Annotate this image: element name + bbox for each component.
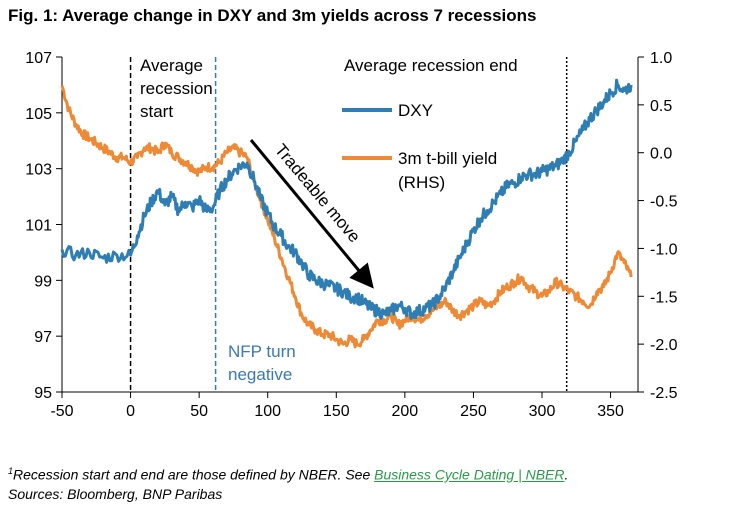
y-right-tick-label: -1.0 [650,241,678,258]
footnote-period: . [564,466,569,483]
footnote-marker: 1 [8,466,14,476]
legend-label-yield: 3m t-bill yield [398,149,497,168]
series-layer [60,78,633,349]
y-right-tick-label: 0.0 [650,146,672,163]
y-left-tick-label: 103 [25,162,52,179]
y-right-tick-label: -2.5 [650,385,678,402]
series-line-dxy [60,78,633,320]
y-left-tick-label: 95 [34,385,52,402]
legend-label-yield-rhs: (RHS) [398,173,445,192]
tradeable-move-arrow [249,139,374,289]
series-line-3m-t-bill-yield-rhs [60,85,633,349]
x-tick-label: 100 [254,403,281,420]
y-left-tick-label: 99 [34,273,52,290]
legend-label-dxy: DXY [398,101,433,120]
y-right-tick-label: 1.0 [650,50,672,67]
x-tick-label: 250 [460,403,487,420]
x-tick-label: 350 [597,403,624,420]
axes: -50 0 50 100 150 200 250 300 350 95 97 99 101 103 105 1… [25,50,677,420]
y-right-tick-label: -0.5 [650,194,678,211]
footnote-text: Recession start and end are those define… [13,466,375,483]
y-right-tick-label: 0.5 [650,98,672,115]
footnote-line-1: 1Recession start and end are those defin… [8,462,568,485]
nber-link[interactable]: Business Cycle Dating | NBER [374,466,565,483]
y-right-tick-label: -1.5 [650,289,678,306]
x-tick-label: 300 [529,403,556,420]
y-left-tick-label: 105 [25,106,52,123]
footnotes: 1Recession start and end are those defin… [8,462,568,504]
chart-title: Fig. 1: Average change in DXY and 3m yie… [8,6,537,25]
nfp-label: NFP turn [228,342,296,361]
x-tick-label: -50 [50,403,73,420]
footnote-sources: Sources: Bloomberg, BNP Paribas [8,485,223,502]
recession-start-label: recession [140,79,213,98]
line-chart: -50 0 50 100 150 200 250 300 350 95 97 99 101 103 105 1… [25,50,677,420]
y-left-tick-label: 97 [34,329,52,346]
recession-end-label: Average recession end [344,56,518,75]
x-tick-label: 0 [126,403,135,420]
y-left-tick-label: 101 [25,218,52,235]
x-tick-label: 150 [323,403,350,420]
legend: DXY 3m t-bill yield (RHS) [342,101,497,192]
y-right-tick-label: -2.0 [650,337,678,354]
recession-start-label: start [140,102,173,121]
x-tick-label: 200 [392,403,419,420]
recession-start-label: Average [140,56,203,75]
y-left-tick-label: 107 [25,50,52,67]
x-tick-label: 50 [190,403,208,420]
nfp-label: negative [228,365,292,384]
